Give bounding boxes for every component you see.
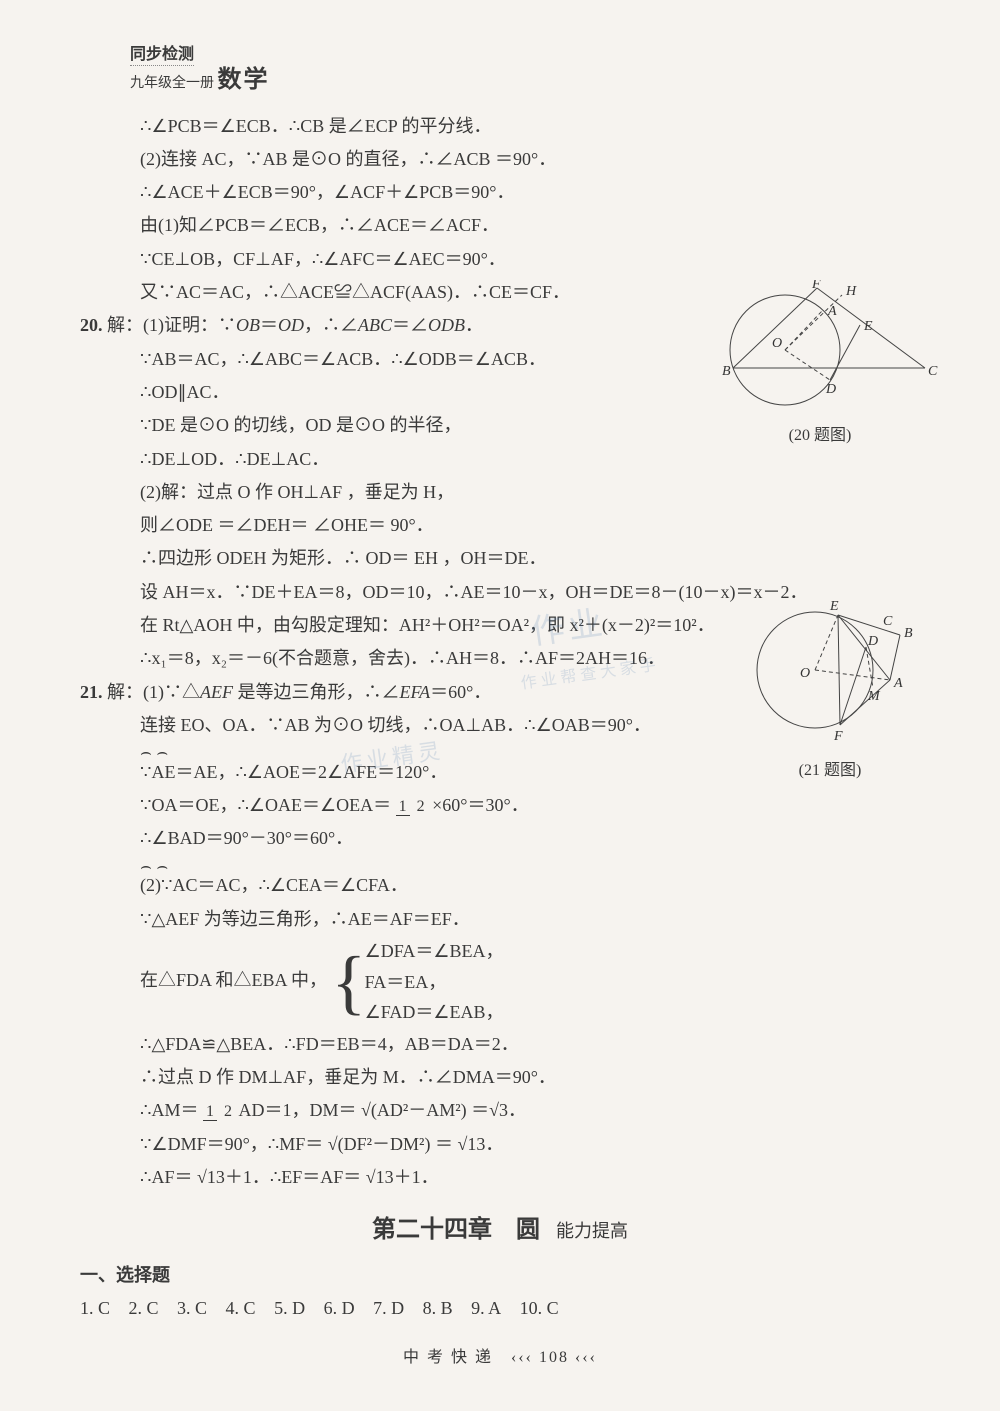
choice-heading: 一、选择题 bbox=[80, 1259, 920, 1292]
figure-20-caption: (20 题图) bbox=[700, 421, 940, 445]
fig20-label-e: E bbox=[863, 319, 873, 334]
brace-row: ∠FAD＝∠EAB， bbox=[365, 997, 504, 1028]
brace-row: FA＝EA， bbox=[365, 967, 504, 998]
fig21-label-a: A bbox=[893, 676, 903, 691]
answer-item: 1. C bbox=[80, 1298, 110, 1318]
frac-den: 2 bbox=[221, 1103, 235, 1120]
fraction-half: 1 2 bbox=[396, 799, 428, 816]
text-line: ∵∠DMF＝90°，∴MF＝ √(DF²－DM²) ＝ √13． bbox=[140, 1128, 920, 1161]
figure-20: F H A E O B D C (20 题图) bbox=[700, 280, 940, 445]
q20-number: 20. bbox=[80, 315, 103, 335]
choice-answers: 1. C 2. C 3. C 4. C 5. D 6. D 7. D 8. B … bbox=[80, 1292, 920, 1325]
answer-item: 7. D bbox=[373, 1298, 404, 1318]
header-subject: 数学 bbox=[218, 67, 270, 93]
figure-21: E C B D O A M F (21 题图) bbox=[730, 595, 930, 780]
text-line: ∵OA＝OE，∴∠OAE＝∠OEA＝ 1 2 ×60°＝30°． bbox=[140, 789, 920, 822]
l19-a: ∵OA＝OE，∴∠OAE＝∠OEA＝ bbox=[140, 795, 391, 815]
text-line: ∴AF＝ √13＋1．∴EF＝AF＝ √13＋1． bbox=[140, 1161, 920, 1194]
text-line: ∴四边形 ODEH 为矩形．∴ OD＝ EH ，OH＝DE． bbox=[140, 542, 920, 575]
text-line: ∴∠BAD＝90°－30°＝60°． bbox=[140, 822, 920, 855]
q21-number: 21. bbox=[80, 682, 103, 702]
brace-prefix: 在△FDA 和△EBA 中， bbox=[140, 970, 327, 990]
answer-item: 5. D bbox=[274, 1298, 305, 1318]
text-line: (2)解：过点 O 作 OH⊥AF ，垂足为 H， bbox=[140, 476, 920, 509]
fig21-label-c: C bbox=[883, 614, 893, 629]
answer-item: 2. C bbox=[129, 1298, 159, 1318]
section-title: 第二十四章 圆 能力提高 bbox=[80, 1208, 920, 1252]
fig21-label-m: M bbox=[867, 689, 881, 704]
figure-21-svg: E C B D O A M F bbox=[730, 595, 930, 745]
header-line-2: 九年级全一册 数学 bbox=[130, 64, 920, 98]
left-brace-icon: { bbox=[332, 946, 367, 1018]
answer-item: 9. A bbox=[471, 1298, 501, 1318]
answer-item: 10. C bbox=[520, 1298, 559, 1318]
answer-item: 6. D bbox=[324, 1298, 355, 1318]
text-line: ∴AM＝ 1 2 AD＝1，DM＝ √(AD²－AM²) ＝√3． bbox=[140, 1094, 920, 1127]
header-title: 同步检测 bbox=[130, 46, 194, 66]
l19-b: ×60°＝30°． bbox=[432, 795, 529, 815]
fig20-label-f: F bbox=[811, 280, 821, 292]
text-line: (2)∵AC＝AC，∴∠CEA＝∠CFA． bbox=[140, 869, 920, 902]
figure-20-svg: F H A E O B D C bbox=[700, 280, 940, 410]
fig20-label-a: A bbox=[827, 304, 837, 319]
text-line: (2)连接 AC，∵AB 是⊙O 的直径，∴∠ACB ＝90°． bbox=[140, 143, 920, 176]
fig21-label-d: D bbox=[867, 634, 878, 649]
answer-item: 4. C bbox=[226, 1298, 256, 1318]
text-line: ∴∠PCB＝∠ECB．∴CB 是∠ECP 的平分线． bbox=[140, 110, 920, 143]
frac-num: 1 bbox=[203, 1103, 217, 1121]
fig21-label-f: F bbox=[833, 729, 843, 744]
l26-b: AD＝1，DM＝ √(AD²－AM²) ＝√3． bbox=[238, 1100, 526, 1120]
answer-item: 3. C bbox=[177, 1298, 207, 1318]
text-line: ∵△AEF 为等边三角形，∴AE＝AF＝EF． bbox=[140, 903, 920, 936]
text-line: ∴DE⊥OD．∴DE⊥AC． bbox=[140, 443, 920, 476]
frac-num: 1 bbox=[396, 798, 410, 816]
fig21-label-e: E bbox=[829, 599, 839, 614]
text-line: ∴△FDA≌△BEA．∴FD＝EB＝4，AB＝DA＝2． bbox=[140, 1028, 920, 1061]
text-line: ∵CE⊥OB，CF⊥AF，∴∠AFC＝∠AEC＝90°． bbox=[140, 243, 920, 276]
brace-rows: ∠DFA＝∠BEA， FA＝EA， ∠FAD＝∠EAB， bbox=[365, 936, 504, 1028]
text-line: 由(1)知∠PCB＝∠ECB，∴∠ACE＝∠ACF． bbox=[140, 209, 920, 242]
l26-a: ∴AM＝ bbox=[140, 1100, 198, 1120]
fraction-half-2: 1 2 bbox=[203, 1104, 235, 1121]
brace-block: 在△FDA 和△EBA 中， { ∠DFA＝∠BEA， FA＝EA， ∠FAD＝… bbox=[140, 936, 920, 1028]
fig20-label-h: H bbox=[845, 284, 857, 299]
fig20-label-b: B bbox=[722, 364, 731, 379]
text-line: ∴∠ACE＋∠ECB＝90°，∠ACF＋∠PCB＝90°． bbox=[140, 176, 920, 209]
chapter-title: 第二十四章 圆 bbox=[372, 1217, 540, 1243]
fig20-label-c: C bbox=[928, 364, 938, 379]
text-line: 则∠ODE ＝∠DEH＝ ∠OHE＝ 90°． bbox=[140, 509, 920, 542]
fig21-label-o: O bbox=[800, 666, 810, 681]
text-line: ∴过点 D 作 DM⊥AF，垂足为 M．∴∠DMA＝90°． bbox=[140, 1061, 920, 1094]
page-header: 同步检测 九年级全一册 数学 bbox=[130, 40, 920, 98]
fig20-label-d: D bbox=[825, 382, 836, 397]
fig21-label-b: B bbox=[904, 626, 913, 641]
answer-item: 8. B bbox=[423, 1298, 453, 1318]
header-line-1: 同步检测 bbox=[130, 40, 920, 64]
page-footer: 中 考 快 递 ‹‹‹ 108 ‹‹‹ bbox=[80, 1343, 920, 1373]
brace-row: ∠DFA＝∠BEA， bbox=[365, 936, 504, 967]
fig20-label-o: O bbox=[772, 336, 782, 351]
header-grade: 九年级全一册 bbox=[130, 76, 214, 91]
figure-21-caption: (21 题图) bbox=[730, 756, 930, 780]
chapter-subtitle: 能力提高 bbox=[556, 1221, 628, 1241]
frac-den: 2 bbox=[414, 798, 428, 815]
